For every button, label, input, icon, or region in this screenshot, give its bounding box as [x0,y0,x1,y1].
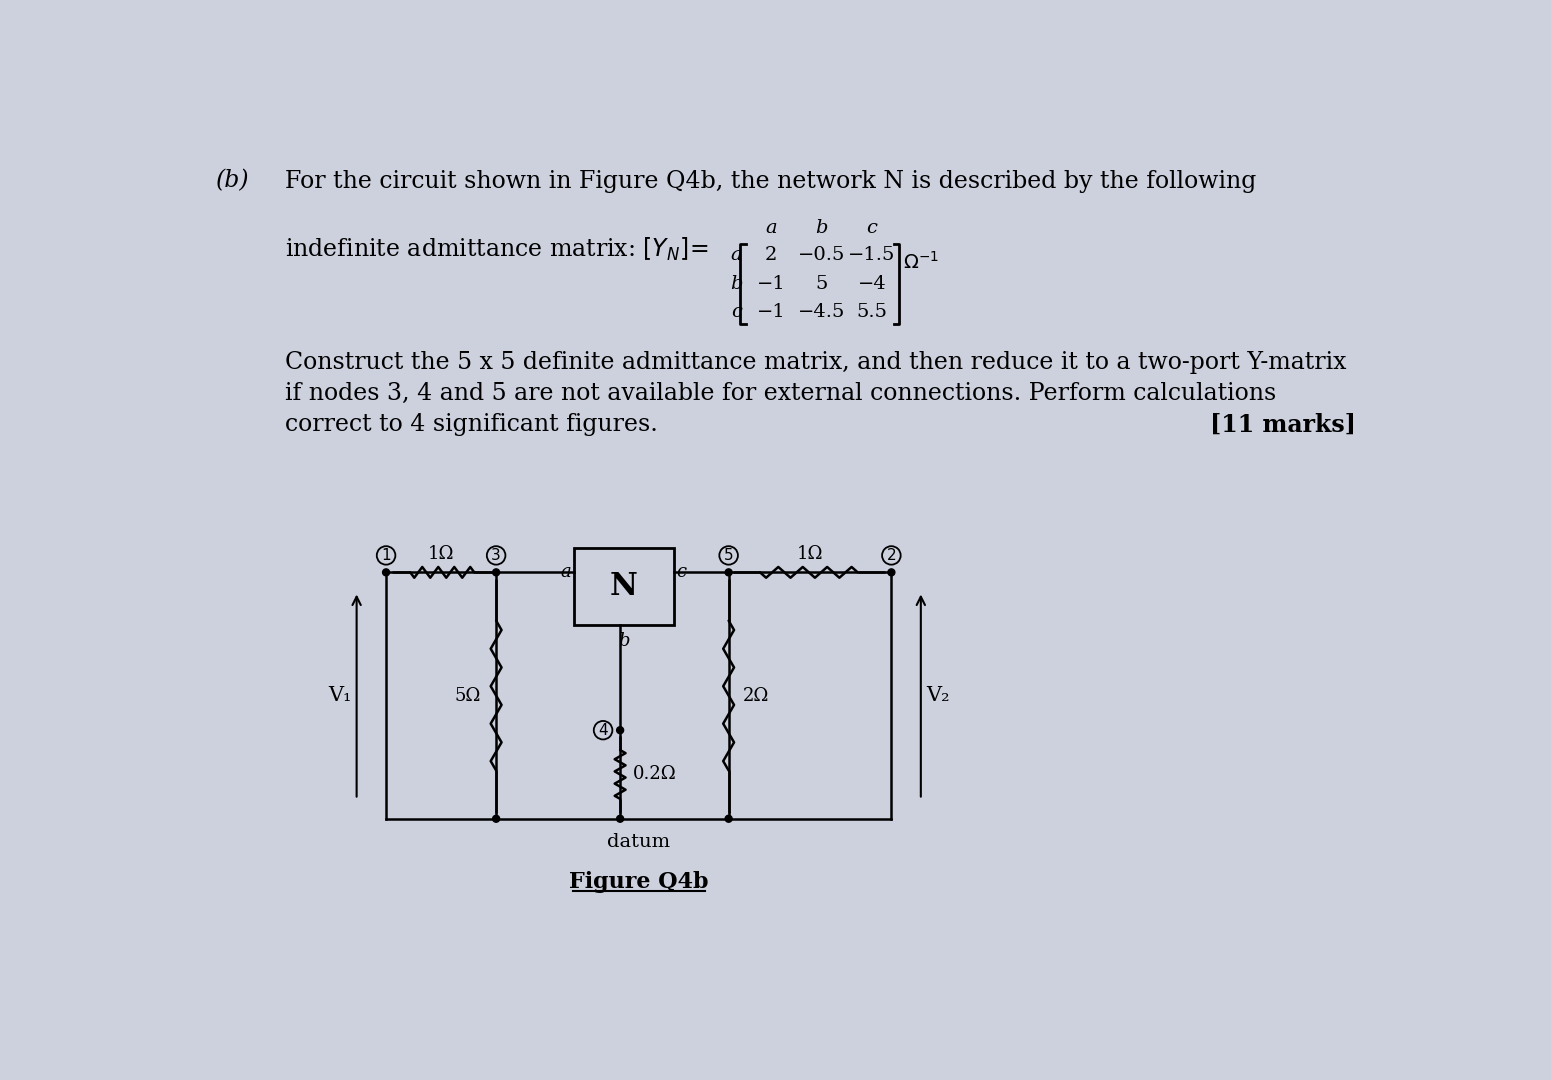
Text: −4.5: −4.5 [797,303,845,321]
Text: 1: 1 [382,548,391,563]
Bar [574,548,675,624]
Text: 5.5: 5.5 [856,303,887,321]
Text: c: c [676,564,687,581]
Text: 5Ω: 5Ω [454,687,481,704]
Text: −1.5: −1.5 [848,246,895,265]
Text: c: c [867,219,878,238]
Circle shape [383,569,389,576]
Text: −0.5: −0.5 [797,246,845,265]
Text: −1: −1 [757,303,786,321]
Text: [11 marks]: [11 marks] [1210,413,1357,437]
Text: b: b [731,274,743,293]
Text: V₂: V₂ [926,686,949,705]
Text: For the circuit shown in Figure Q4b, the network N is described by the following: For the circuit shown in Figure Q4b, the… [285,170,1256,192]
Text: datum: datum [606,833,670,851]
Text: N: N [610,570,637,602]
Text: 3: 3 [492,548,501,563]
Text: 0.2Ω: 0.2Ω [633,766,676,783]
Circle shape [617,815,624,822]
Text: b: b [816,219,828,238]
Circle shape [726,815,732,822]
Circle shape [617,727,624,733]
Text: −4: −4 [858,274,886,293]
Text: a: a [731,246,743,265]
Text: 2Ω: 2Ω [743,687,769,704]
Text: a: a [560,564,571,581]
Text: 2: 2 [765,246,777,265]
Text: $\Omega^{-1}$: $\Omega^{-1}$ [903,252,938,273]
Text: Figure Q4b: Figure Q4b [569,872,709,893]
Text: a: a [766,219,777,238]
Text: 2: 2 [887,548,896,563]
Circle shape [493,815,499,822]
Text: b: b [619,633,630,650]
Text: (b): (b) [216,170,250,192]
Circle shape [493,569,499,576]
Text: 5: 5 [724,548,734,563]
Circle shape [726,569,732,576]
Text: −1: −1 [757,274,786,293]
Text: 1Ω: 1Ω [428,545,454,563]
Text: correct to 4 significant figures.: correct to 4 significant figures. [285,413,658,436]
Text: c: c [731,303,741,321]
Text: 1Ω: 1Ω [797,545,824,563]
Text: indefinite admittance matrix: $[Y_N]\!=\!$: indefinite admittance matrix: $[Y_N]\!=\… [285,235,709,262]
Text: 4: 4 [599,723,608,738]
Text: if nodes 3, 4 and 5 are not available for external connections. Perform calculat: if nodes 3, 4 and 5 are not available fo… [285,382,1276,405]
Circle shape [887,569,895,576]
Text: V₁: V₁ [327,686,351,705]
Text: 5: 5 [816,274,828,293]
Text: Construct the 5 x 5 definite admittance matrix, and then reduce it to a two-port: Construct the 5 x 5 definite admittance … [285,351,1346,375]
